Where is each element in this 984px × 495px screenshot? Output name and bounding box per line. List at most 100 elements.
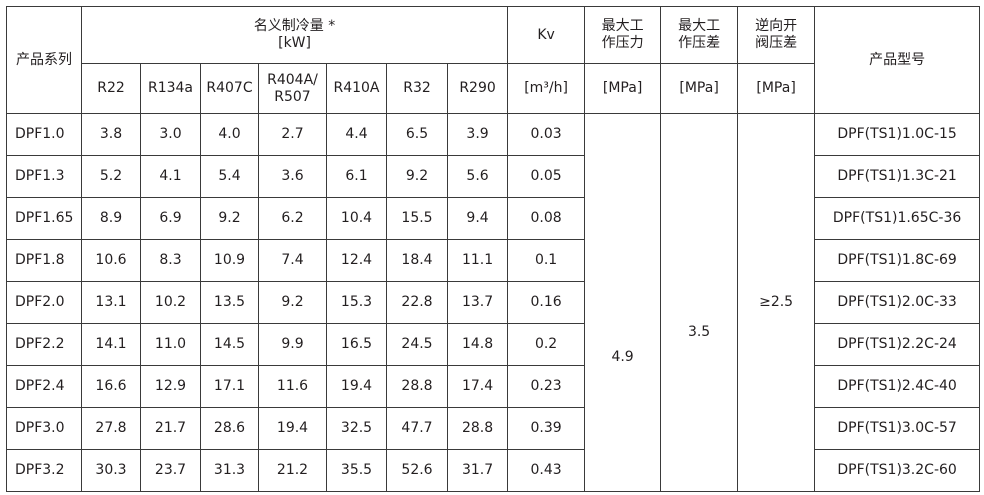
capacity-cell: 13.7 <box>446 281 509 324</box>
header-max-diff-l2: 作压差 <box>678 35 721 51</box>
series-cell: DPF2.0 <box>6 281 82 324</box>
capacity-cell: 23.7 <box>140 449 201 492</box>
header-reverse-l1: 逆向开 <box>755 18 798 34</box>
capacity-cell: 3.0 <box>140 113 201 156</box>
header-reverse: 逆向开 阀压差 <box>737 6 816 64</box>
header-refrigerant: R410A <box>326 63 387 114</box>
capacity-cell: 3.8 <box>81 113 141 156</box>
capacity-cell: 11.6 <box>258 365 327 408</box>
table-row: DPF2.0 13.1 10.2 13.5 9.2 15.3 22.8 13.7 0.16 DPF… <box>6 281 981 324</box>
series-cell: DPF3.2 <box>6 449 82 492</box>
capacity-cell: 3.9 <box>446 113 509 156</box>
header-model: 产品型号 <box>814 6 981 114</box>
capacity-cell: 17.4 <box>446 365 509 408</box>
capacity-cell: 10.9 <box>200 239 259 282</box>
capacity-cell: 28.8 <box>386 365 448 408</box>
capacity-cell: 16.6 <box>81 365 141 408</box>
header-refrigerant: R22 <box>81 63 141 114</box>
max-pressure-cell: 4.9 <box>584 113 662 492</box>
header-refrigerant: R290 <box>446 63 509 114</box>
capacity-cell: 12.9 <box>140 365 201 408</box>
capacity-cell: 11.0 <box>140 323 201 366</box>
table-row: DPF1.8 10.6 8.3 10.9 7.4 12.4 18.4 11.1 0.1 DPF(T… <box>6 239 981 282</box>
header-max-diff: 最大工 作压差 <box>660 6 739 64</box>
capacity-cell: 35.5 <box>326 449 387 492</box>
capacity-cell: 10.2 <box>140 281 201 324</box>
capacity-cell: 4.0 <box>200 113 259 156</box>
capacity-cell: 13.5 <box>200 281 259 324</box>
model-cell: DPF(TS1)1.65C-36 <box>814 197 981 240</box>
series-cell: DPF1.8 <box>6 239 82 282</box>
kv-cell: 0.03 <box>507 113 586 156</box>
header-max-diff-unit: [MPa] <box>660 63 739 114</box>
capacity-cell: 24.5 <box>386 323 448 366</box>
header-reverse-l2: 阀压差 <box>755 35 798 51</box>
capacity-cell: 2.7 <box>258 113 327 156</box>
capacity-cell: 11.1 <box>446 239 509 282</box>
kv-cell: 0.05 <box>507 155 586 198</box>
capacity-cell: 9.2 <box>386 155 448 198</box>
table-row: DPF3.0 27.8 21.7 28.6 19.4 32.5 47.7 28.8 0.39 DP… <box>6 407 981 450</box>
capacity-cell: 28.6 <box>200 407 259 450</box>
capacity-cell: 47.7 <box>386 407 448 450</box>
capacity-cell: 15.5 <box>386 197 448 240</box>
capacity-cell: 6.9 <box>140 197 201 240</box>
capacity-cell: 5.4 <box>200 155 259 198</box>
capacity-cell: 18.4 <box>386 239 448 282</box>
capacity-cell: 31.3 <box>200 449 259 492</box>
model-cell: DPF(TS1)1.8C-69 <box>814 239 981 282</box>
header-refrigerant: R134a <box>140 63 201 114</box>
kv-cell: 0.23 <box>507 365 586 408</box>
capacity-cell: 21.7 <box>140 407 201 450</box>
capacity-cell: 52.6 <box>386 449 448 492</box>
header-series: 产品系列 <box>6 6 82 114</box>
kv-cell: 0.2 <box>507 323 586 366</box>
series-cell: DPF1.3 <box>6 155 82 198</box>
capacity-cell: 7.4 <box>258 239 327 282</box>
capacity-cell: 14.1 <box>81 323 141 366</box>
capacity-cell: 31.7 <box>446 449 509 492</box>
capacity-cell: 4.1 <box>140 155 201 198</box>
model-cell: DPF(TS1)3.0C-57 <box>814 407 981 450</box>
capacity-cell: 14.5 <box>200 323 259 366</box>
capacity-cell: 27.8 <box>81 407 141 450</box>
reverse-diff-cell: ≥2.5 <box>737 113 816 492</box>
series-cell: DPF1.65 <box>6 197 82 240</box>
capacity-cell: 8.3 <box>140 239 201 282</box>
capacity-cell: 19.4 <box>326 365 387 408</box>
header-kv: Kv <box>507 6 586 64</box>
model-cell: DPF(TS1)1.3C-21 <box>814 155 981 198</box>
capacity-cell: 12.4 <box>326 239 387 282</box>
header-capacity-title: 名义制冷量 * <box>253 18 336 34</box>
capacity-cell: 9.4 <box>446 197 509 240</box>
table-row: DPF1.0 3.8 3.0 4.0 2.7 4.4 6.5 3.9 0.03 4.9 3.5 ≥2.… <box>6 113 981 492</box>
product-spec-table: 产品系列 名义制冷量 * [kW] Kv 最大工 作压力 最大工 作压差 逆向开… <box>6 6 981 492</box>
series-cell: DPF2.2 <box>6 323 82 366</box>
header-max-diff-l1: 最大工 <box>678 18 721 34</box>
header-capacity-unit: [kW] <box>278 35 311 51</box>
model-cell: DPF(TS1)2.0C-33 <box>814 281 981 324</box>
table-row: DPF2.2 14.1 11.0 14.5 9.9 16.5 24.5 14.8 0.2 DPF(… <box>6 323 981 366</box>
kv-cell: 0.16 <box>507 281 586 324</box>
capacity-cell: 8.9 <box>81 197 141 240</box>
header-kv-unit: [m³/h] <box>507 63 586 114</box>
capacity-cell: 6.1 <box>326 155 387 198</box>
header-max-pressure-l2: 作压力 <box>601 35 644 51</box>
table-row: DPF1.3 5.2 4.1 5.4 3.6 6.1 9.2 5.6 0.05 DPF(TS1)1… <box>6 155 981 198</box>
capacity-cell: 5.2 <box>81 155 141 198</box>
max-diff-cell: 3.5 <box>660 113 739 492</box>
capacity-cell: 19.4 <box>258 407 327 450</box>
capacity-cell: 21.2 <box>258 449 327 492</box>
capacity-cell: 6.5 <box>386 113 448 156</box>
model-cell: DPF(TS1)2.4C-40 <box>814 365 981 408</box>
capacity-cell: 28.8 <box>446 407 509 450</box>
capacity-cell: 10.4 <box>326 197 387 240</box>
capacity-cell: 13.1 <box>81 281 141 324</box>
header-max-pressure-unit: [MPa] <box>584 63 662 114</box>
series-cell: DPF1.0 <box>6 113 82 156</box>
capacity-cell: 15.3 <box>326 281 387 324</box>
capacity-cell: 32.5 <box>326 407 387 450</box>
capacity-cell: 14.8 <box>446 323 509 366</box>
kv-cell: 0.43 <box>507 449 586 492</box>
header-max-pressure: 最大工 作压力 <box>584 6 662 64</box>
